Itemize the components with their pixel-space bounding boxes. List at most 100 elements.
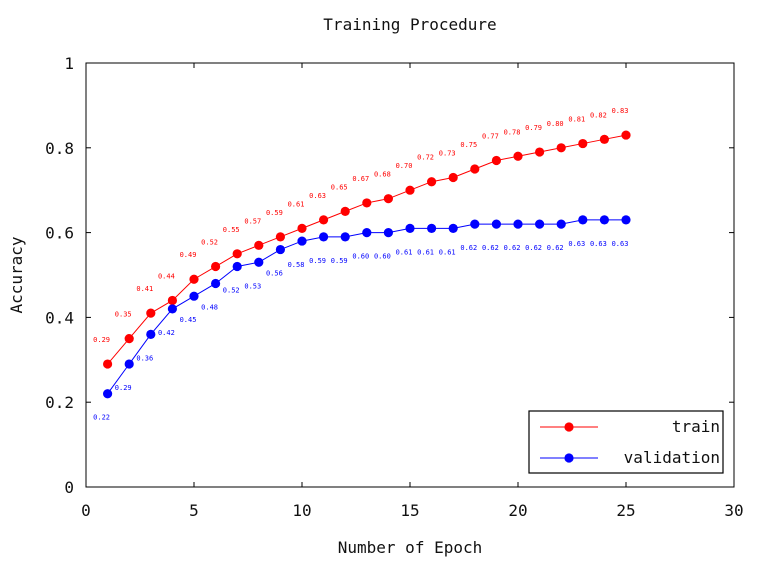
y-tick-label: 0.2 [45,393,74,412]
data-label-validation: 0.56 [266,270,283,278]
data-point-train [621,130,631,140]
data-label-validation: 0.62 [504,244,521,252]
x-tick-label: 30 [724,501,743,520]
x-tick-label: 0 [81,501,91,520]
data-label-validation: 0.29 [115,384,132,392]
data-point-train [211,261,221,272]
data-label-train: 0.73 [439,149,456,157]
data-point-validation [211,278,221,289]
data-label-train: 0.68 [374,171,391,179]
data-label-validation: 0.62 [460,244,477,252]
series-train: 0.29 0.35 0.41 0.44 0.49 0.52 0.55 0.57 0.59 0.61… [93,107,631,369]
legend: train validation [528,410,724,474]
x-tick-label: 5 [189,501,199,520]
data-point-train [362,198,372,208]
x-axis-label: Number of Epoch [338,538,483,557]
data-point-validation [491,219,501,229]
data-label-validation: 0.59 [331,257,348,265]
data-label-train: 0.61 [288,200,305,208]
data-label-train: 0.77 [482,133,499,141]
y-tick-label: 1 [64,54,74,73]
data-point-validation [275,244,285,255]
data-label-validation: 0.61 [417,248,434,256]
y-tick-label: 0 [64,478,74,497]
data-label-train: 0.57 [244,217,261,225]
chart-title: Training Procedure [323,15,496,34]
data-point-validation [578,215,588,225]
data-label-train: 0.41 [136,285,153,293]
data-point-validation [254,257,264,267]
data-label-validation: 0.62 [525,244,542,252]
data-point-validation [427,223,437,233]
data-point-train [599,134,610,144]
data-point-validation [556,219,566,229]
data-label-train: 0.55 [223,226,240,234]
data-point-validation [535,219,545,229]
data-point-train [556,143,566,153]
data-point-validation [319,232,329,242]
data-point-validation [189,291,199,301]
x-tick-label: 20 [508,501,527,520]
y-tick-label: 0.4 [45,308,74,327]
data-point-train [427,177,437,187]
series-layer: 0.29 0.35 0.41 0.44 0.49 0.52 0.55 0.57 0.59 0.61… [93,107,631,422]
data-label-validation: 0.62 [547,244,564,252]
data-label-validation: 0.52 [223,287,240,295]
data-label-train: 0.78 [504,128,521,136]
data-label-train: 0.70 [396,162,413,170]
data-label-train: 0.67 [352,175,369,183]
data-label-validation: 0.62 [482,244,499,252]
series-validation: 0.22 0.29 0.36 0.42 0.45 0.48 0.52 0.53 0.56 0.58… [93,215,631,422]
data-label-validation: 0.61 [439,248,456,256]
data-label-validation: 0.63 [612,240,629,248]
data-label-validation: 0.63 [568,240,585,248]
data-label-train: 0.35 [115,311,132,319]
x-tick-label: 15 [400,501,419,520]
y-axis-label: Accuracy [7,236,26,313]
data-label-validation: 0.58 [288,261,305,269]
data-label-validation: 0.60 [374,253,391,261]
data-point-train [470,164,480,174]
data-point-train [491,155,501,166]
data-label-train: 0.63 [309,192,326,200]
data-point-train [297,223,307,233]
data-point-validation [167,304,177,314]
legend-validation-marker [564,453,574,463]
data-point-train [275,232,285,242]
data-label-validation: 0.60 [352,253,369,261]
data-point-train [535,147,545,157]
data-label-train: 0.52 [201,239,218,247]
data-label-train: 0.65 [331,183,348,191]
data-label-validation: 0.48 [201,303,218,311]
data-label-train: 0.82 [590,111,607,119]
data-point-validation [124,359,134,369]
x-tick-label: 25 [616,501,635,520]
data-label-validation: 0.53 [244,282,261,290]
legend-validation-label: validation [624,448,720,467]
data-point-train [146,308,156,318]
data-point-validation [383,228,393,238]
y-tick-label: 0.8 [45,139,74,158]
data-point-train [254,240,264,250]
data-point-train [124,334,134,344]
data-label-validation: 0.45 [180,316,197,324]
data-point-train [340,206,350,216]
data-point-validation [146,329,156,339]
x-axis: 0 5 10 15 20 25 30 [81,63,744,520]
data-point-train [448,172,458,183]
data-point-train [578,138,588,149]
data-label-train: 0.29 [93,336,110,344]
data-label-train: 0.59 [266,209,283,217]
y-axis: 0 0.2 0.4 0.6 0.8 1 [45,54,734,497]
data-label-train: 0.79 [525,124,542,132]
data-point-train [405,185,415,195]
data-point-train [103,359,113,369]
y-tick-label: 0.6 [45,224,74,243]
data-point-validation [513,219,523,229]
legend-box [528,410,724,474]
data-point-train [189,274,199,284]
legend-train-label: train [672,417,720,436]
data-point-validation [297,236,307,246]
data-point-train [232,249,242,259]
